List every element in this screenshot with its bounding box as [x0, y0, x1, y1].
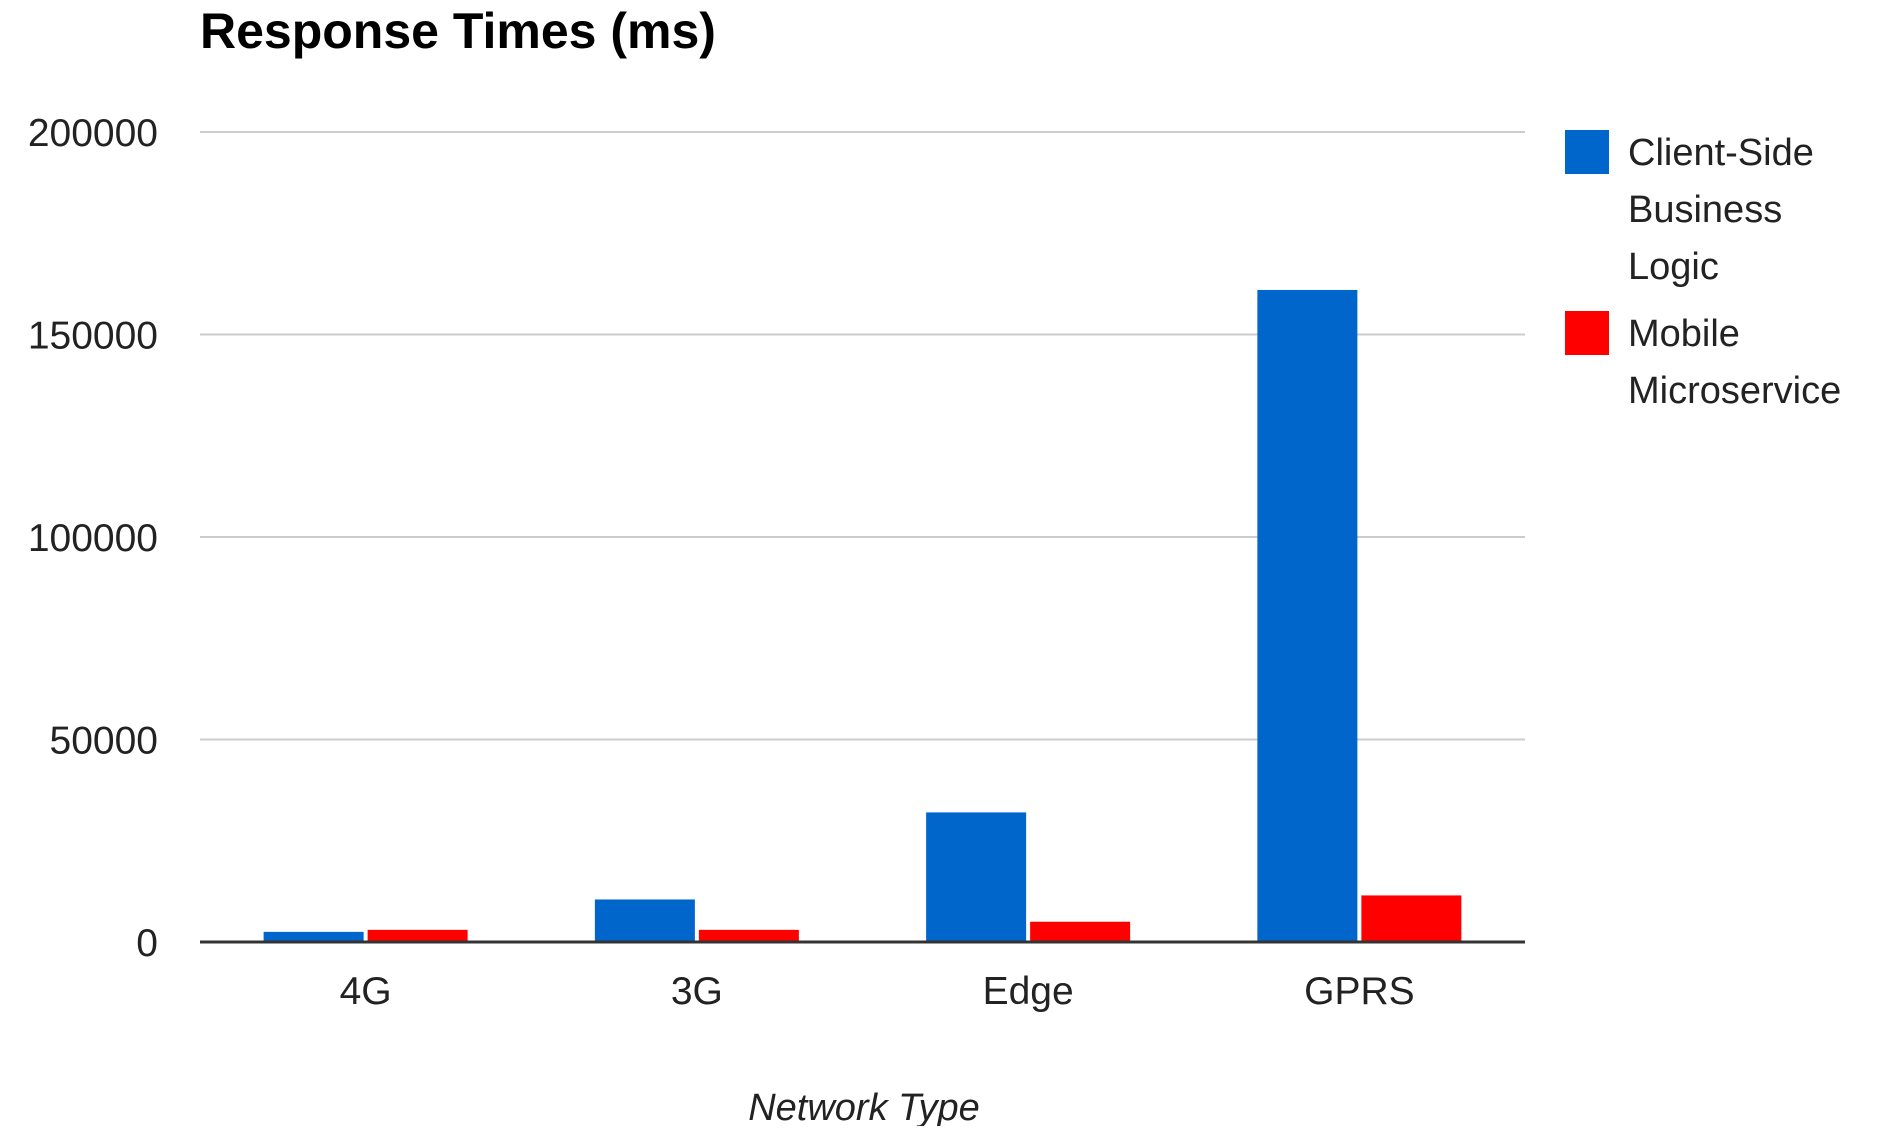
- bar-mobile-microservice-4g: [367, 929, 468, 942]
- bar-client-side-gprs: [1257, 289, 1358, 942]
- y-tick-label: 150000: [28, 315, 158, 358]
- y-tick-label: 100000: [28, 517, 158, 560]
- bar-mobile-microservice-gprs: [1361, 895, 1462, 942]
- x-axis-label: Network Type: [748, 1087, 980, 1126]
- legend-swatch-client-side: [1565, 130, 1609, 174]
- bar-mobile-microservice-3g: [698, 929, 799, 942]
- bar-client-side-3g: [594, 899, 695, 942]
- bars: [263, 289, 1462, 942]
- legend-label: Business: [1628, 189, 1782, 231]
- y-axis-ticks: 0 50000 100000 150000 200000: [28, 112, 158, 965]
- x-tick-label: 3G: [671, 970, 723, 1013]
- legend-label: Mobile: [1628, 313, 1740, 355]
- y-tick-label: 50000: [50, 720, 158, 763]
- y-tick-label: 200000: [28, 112, 158, 155]
- legend: Client-Side Business Logic Mobile Microservi…: [1565, 130, 1841, 412]
- x-axis-categories: 4G 3G Edge GPRS: [340, 970, 1415, 1013]
- bar-client-side-4g: [263, 931, 364, 942]
- x-tick-label: 4G: [340, 970, 392, 1013]
- legend-label: Client-Side: [1628, 132, 1814, 174]
- chart-title: Response Times (ms): [200, 3, 716, 59]
- bar-mobile-microservice-edge: [1030, 921, 1131, 942]
- legend-label: Logic: [1628, 246, 1719, 288]
- y-tick-label: 0: [136, 922, 158, 965]
- x-tick-label: Edge: [983, 970, 1074, 1013]
- x-tick-label: GPRS: [1304, 970, 1415, 1013]
- legend-label: Microservice: [1628, 370, 1841, 412]
- legend-swatch-mobile-microservice: [1565, 311, 1609, 355]
- bar-client-side-edge: [926, 812, 1027, 942]
